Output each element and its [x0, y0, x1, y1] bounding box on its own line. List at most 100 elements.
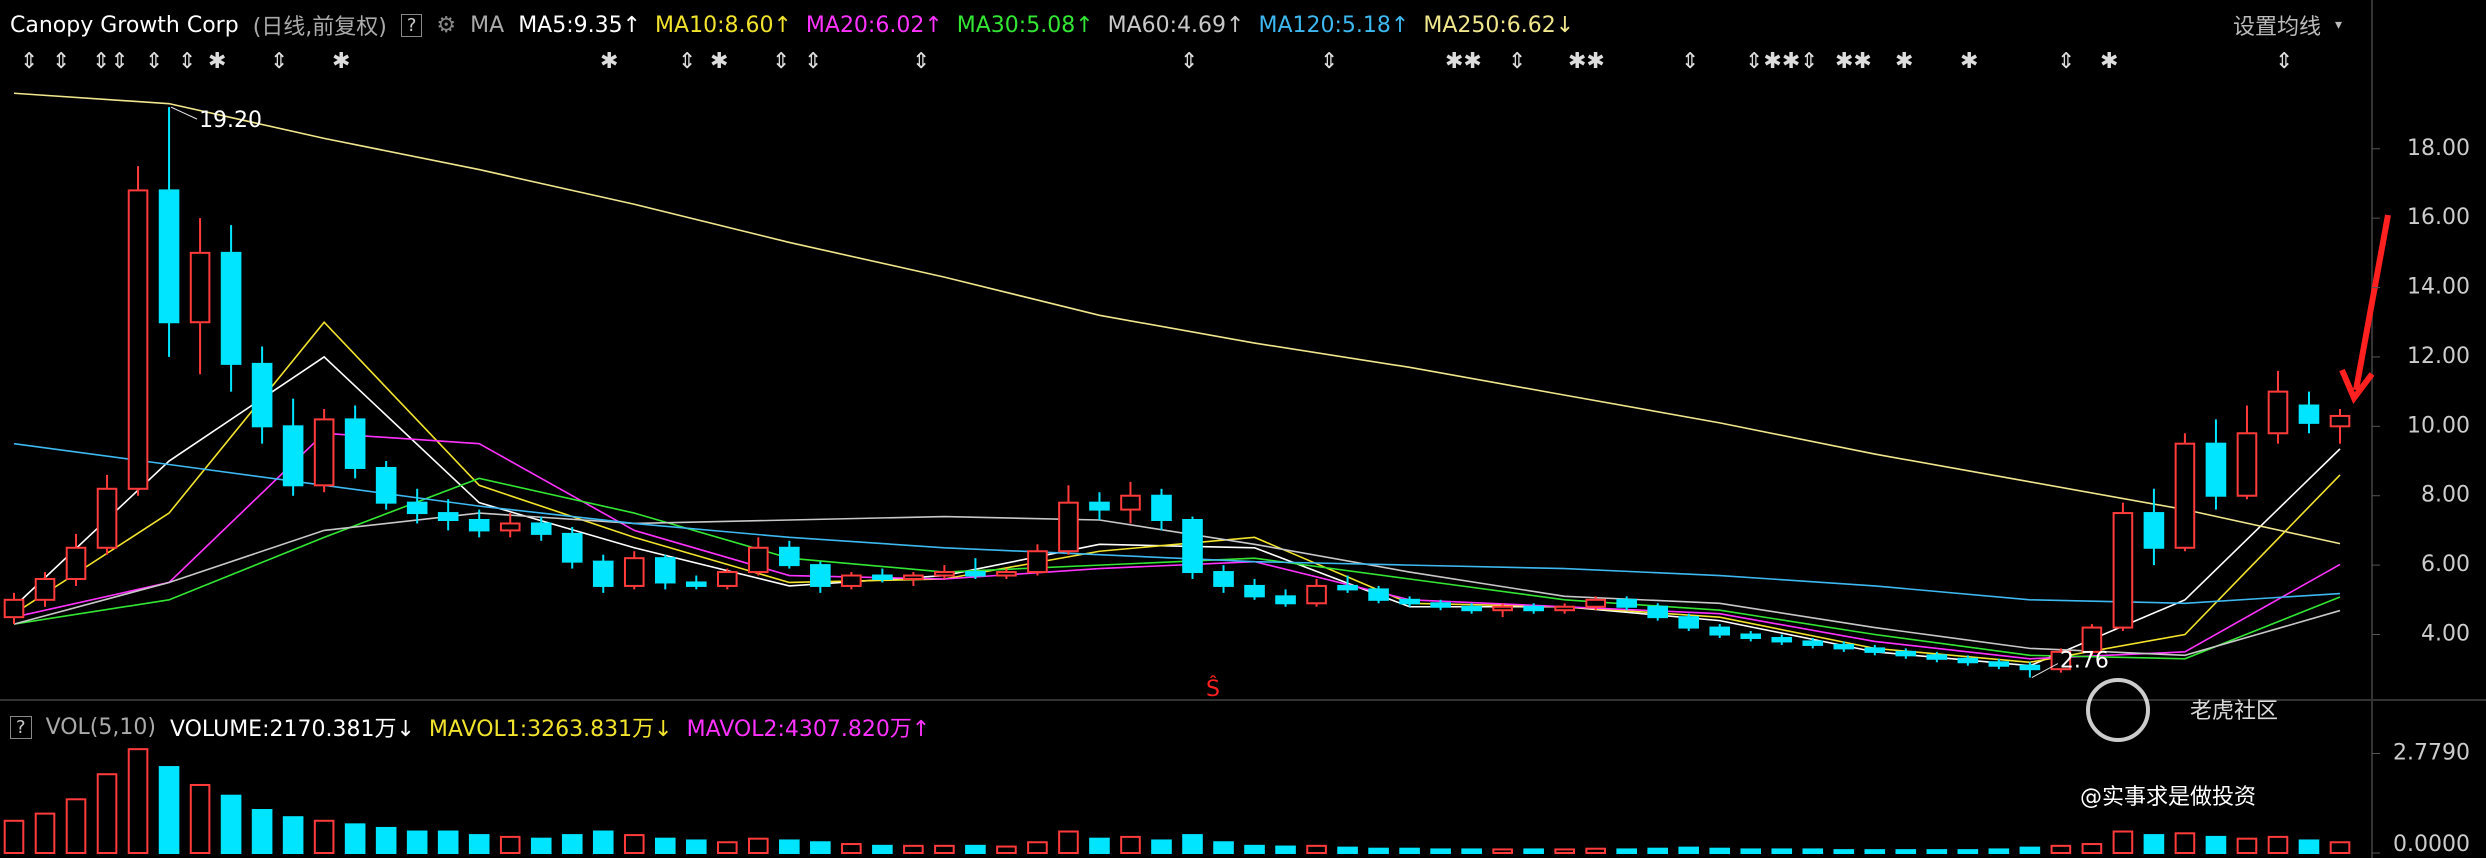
arrow-annotation [2339, 214, 2391, 404]
svg-text:⇕: ⇕ [2057, 49, 2075, 74]
svg-text:✱✱: ✱✱ [1568, 49, 1605, 74]
volume-bar [1399, 847, 1420, 855]
candle-body [1306, 584, 1327, 605]
candle-body [1709, 626, 1731, 636]
volume-bar [872, 844, 893, 854]
volume-bar [1027, 841, 1048, 854]
candle-body [1802, 640, 1824, 646]
volume-bar [1120, 835, 1141, 854]
ma-legend: MA20:6.02↑ [805, 12, 943, 38]
svg-text:⇕: ⇕ [678, 49, 696, 74]
candle-body [1399, 598, 1420, 605]
y-tick-label: 16.00 [2407, 205, 2470, 230]
candle-body [1678, 616, 1700, 629]
candle-body [251, 362, 273, 428]
volume-bar [1926, 849, 1948, 855]
y-tick-label: 2.7790 [2393, 740, 2470, 765]
candle-body [1058, 501, 1079, 553]
svg-text:⇕: ⇕ [1180, 49, 1198, 74]
svg-text:✱: ✱ [332, 49, 350, 74]
volume-bar [127, 748, 149, 855]
svg-text:✱✱: ✱✱ [1445, 49, 1482, 74]
svg-text:⇕: ⇕ [1800, 49, 1818, 74]
y-tick-label: 8.00 [2421, 483, 2470, 508]
candle-body [2298, 404, 2320, 424]
candle-body [1492, 605, 1513, 612]
volume-bar [1523, 848, 1544, 855]
gear-icon[interactable]: ⚙ [436, 12, 457, 38]
candle-body [96, 487, 118, 549]
candle-body [1926, 654, 1948, 660]
volume-bar [2329, 841, 2351, 854]
volume-title: VOL(5,10) [45, 714, 156, 740]
svg-text:⇕⇕: ⇕⇕ [92, 49, 129, 74]
ma-legend: MA250:6.62↓ [1423, 12, 1575, 38]
candle-body [127, 189, 149, 490]
volume-legend: MAVOL1:3263.831万↓ [428, 717, 673, 742]
volume-bar [65, 798, 87, 855]
annotation-label: 2.76 [2060, 649, 2109, 674]
volume-bar [1833, 849, 1855, 855]
volume-bar [2081, 843, 2103, 855]
svg-text:⇕: ⇕ [772, 49, 790, 74]
settings-label[interactable]: 设置均线 [2233, 15, 2322, 40]
volume-bar [810, 841, 831, 854]
candle-body [1585, 598, 1606, 608]
svg-text:⇕: ⇕ [52, 49, 70, 74]
volume-bar [1864, 849, 1886, 855]
volume-bar [1647, 847, 1669, 855]
svg-text:⇕: ⇕ [145, 49, 163, 74]
svg-text:⇕: ⇕ [1320, 49, 1338, 74]
volume-bar [779, 839, 800, 854]
svg-text:⇕: ⇕ [20, 49, 38, 74]
volume-bar [499, 835, 521, 854]
candle-body [375, 466, 397, 504]
author: @实事求是做投资 [2080, 785, 2256, 810]
annotation-label: 19.20 [199, 108, 262, 133]
y-tick-label: 0.0000 [2393, 832, 2470, 857]
candle-body [189, 251, 211, 324]
candle-body [2019, 664, 2041, 671]
volume-bar [2143, 834, 2165, 855]
volume-bar [1678, 846, 1700, 854]
volume-bar [1182, 834, 1203, 855]
help-button[interactable]: ? [10, 715, 32, 739]
y-tick-label: 18.00 [2407, 136, 2470, 161]
volume-bar [841, 843, 862, 855]
volume-bar [1368, 847, 1389, 855]
svg-text:✱: ✱ [1895, 49, 1913, 74]
svg-text:✱: ✱ [710, 49, 728, 74]
ma-legend: MA5:9.35↑ [518, 12, 642, 38]
candle-body [996, 571, 1017, 577]
candle-body [437, 512, 459, 522]
help-button[interactable]: ? [400, 13, 423, 37]
volume-bar [158, 766, 180, 854]
ma-line [13, 92, 2341, 545]
settings[interactable]: 设置均线 ▾ [2233, 8, 2342, 42]
svg-text:⇕: ⇕ [1681, 49, 1699, 74]
volume-bar [406, 830, 428, 854]
watermark: 老虎社区 [2190, 699, 2278, 724]
candle-body [748, 546, 769, 574]
volume-bar [2019, 846, 2041, 854]
candle-body [623, 557, 645, 587]
candle-body [1089, 501, 1110, 511]
volume-bar [1616, 848, 1637, 855]
candle-body [1554, 605, 1575, 612]
volume-bar [2298, 839, 2320, 854]
volume-bar [375, 826, 397, 855]
volume-bar [1275, 845, 1296, 854]
volume-bar [903, 844, 924, 854]
volume-bar [965, 844, 986, 854]
volume-bar [3, 819, 25, 854]
y-tick-label: 12.00 [2407, 344, 2470, 369]
volume-bar [96, 773, 118, 855]
volume-bar [530, 837, 552, 855]
annotation-pointer [2031, 663, 2059, 678]
volume-bar [1492, 848, 1513, 855]
volume-bar [282, 816, 304, 854]
ma-line [13, 512, 2341, 657]
svg-text:⇕: ⇕ [2275, 49, 2293, 74]
svg-text:⇕: ⇕ [178, 49, 196, 74]
